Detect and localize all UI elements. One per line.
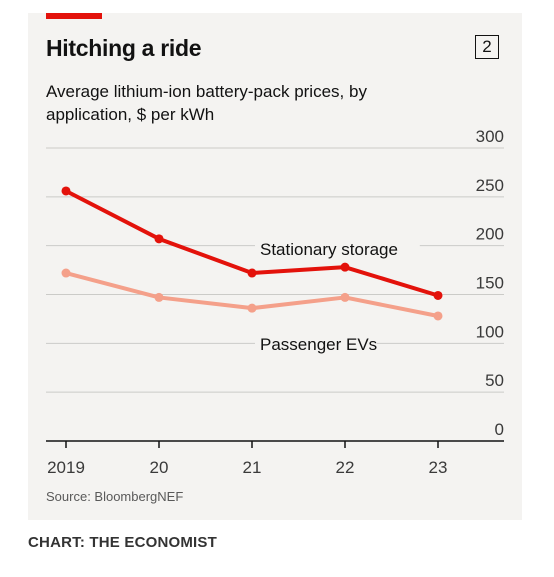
x-tick-label: 2019 xyxy=(47,458,85,477)
data-point-passenger-evs xyxy=(61,268,71,278)
y-tick-label: 250 xyxy=(476,176,504,195)
series-label-passenger-evs-backing xyxy=(255,333,377,356)
data-point-stationary-storage xyxy=(154,234,164,244)
y-tick-label: 300 xyxy=(476,127,504,146)
series-label-stationary-storage-backing xyxy=(255,238,420,261)
x-tick-label: 22 xyxy=(336,458,355,477)
y-tick-label: 100 xyxy=(476,322,504,341)
data-point-passenger-evs xyxy=(340,292,350,302)
chart-credit: CHART: THE ECONOMIST xyxy=(28,534,217,551)
data-point-passenger-evs xyxy=(154,292,164,302)
line-chart: 300 250 200 150 100 50 0 2019 20 21 22 23 Stationary… xyxy=(46,127,504,477)
x-tick-label: 23 xyxy=(429,458,448,477)
chart-number-badge: 2 xyxy=(475,35,499,59)
y-tick-label: 0 xyxy=(495,420,504,439)
data-point-stationary-storage xyxy=(340,262,350,272)
data-point-stationary-storage xyxy=(61,186,71,196)
x-tick-label: 20 xyxy=(150,458,169,477)
series-label-passenger-evs: Passenger EVs xyxy=(260,335,377,354)
series-label-stationary-storage: Stationary storage xyxy=(260,240,398,259)
chart-card: Hitching a ride 2 Average lithium-ion ba… xyxy=(28,13,522,520)
data-point-passenger-evs xyxy=(433,311,443,321)
data-point-passenger-evs xyxy=(247,303,257,313)
y-tick-label: 150 xyxy=(476,274,504,293)
data-point-stationary-storage xyxy=(433,290,443,300)
y-tick-label: 200 xyxy=(476,225,504,244)
data-point-stationary-storage xyxy=(247,268,257,278)
chart-title: Hitching a ride xyxy=(46,35,202,61)
x-tick-label: 21 xyxy=(243,458,262,477)
accent-bar xyxy=(46,13,102,19)
source-note: Source: BloombergNEF xyxy=(46,489,184,504)
chart-subtitle: Average lithium-ion battery-pack prices,… xyxy=(46,82,367,124)
y-tick-label: 50 xyxy=(485,371,504,390)
